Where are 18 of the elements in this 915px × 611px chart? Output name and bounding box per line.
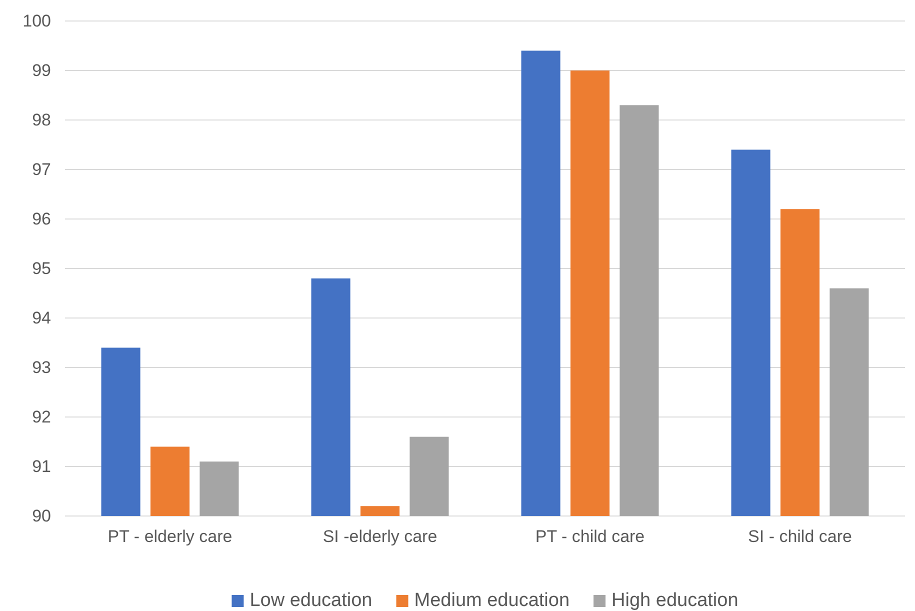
x-tick-label: SI - child care — [748, 527, 852, 546]
x-tick-label: PT - child care — [535, 527, 645, 546]
y-tick-label: 98 — [32, 110, 51, 130]
legend-label: Medium education — [414, 590, 570, 611]
x-tick-label: PT - elderly care — [108, 527, 232, 546]
legend-label: High education — [612, 590, 738, 611]
y-tick-label: 91 — [32, 456, 51, 476]
legend-label: Low education — [250, 590, 372, 611]
y-tick-label: 100 — [22, 11, 51, 30]
y-tick-label: 92 — [32, 407, 51, 426]
x-tick-label: SI -elderly care — [322, 527, 438, 546]
y-tick-label: 95 — [32, 258, 51, 278]
y-tick-label: 99 — [32, 60, 51, 80]
y-tick-label: 93 — [32, 358, 51, 377]
y-tick-label: 90 — [32, 506, 51, 526]
y-tick-label: 94 — [32, 308, 51, 328]
y-tick-label: 97 — [32, 160, 51, 179]
y-tick-label: 96 — [32, 209, 51, 228]
